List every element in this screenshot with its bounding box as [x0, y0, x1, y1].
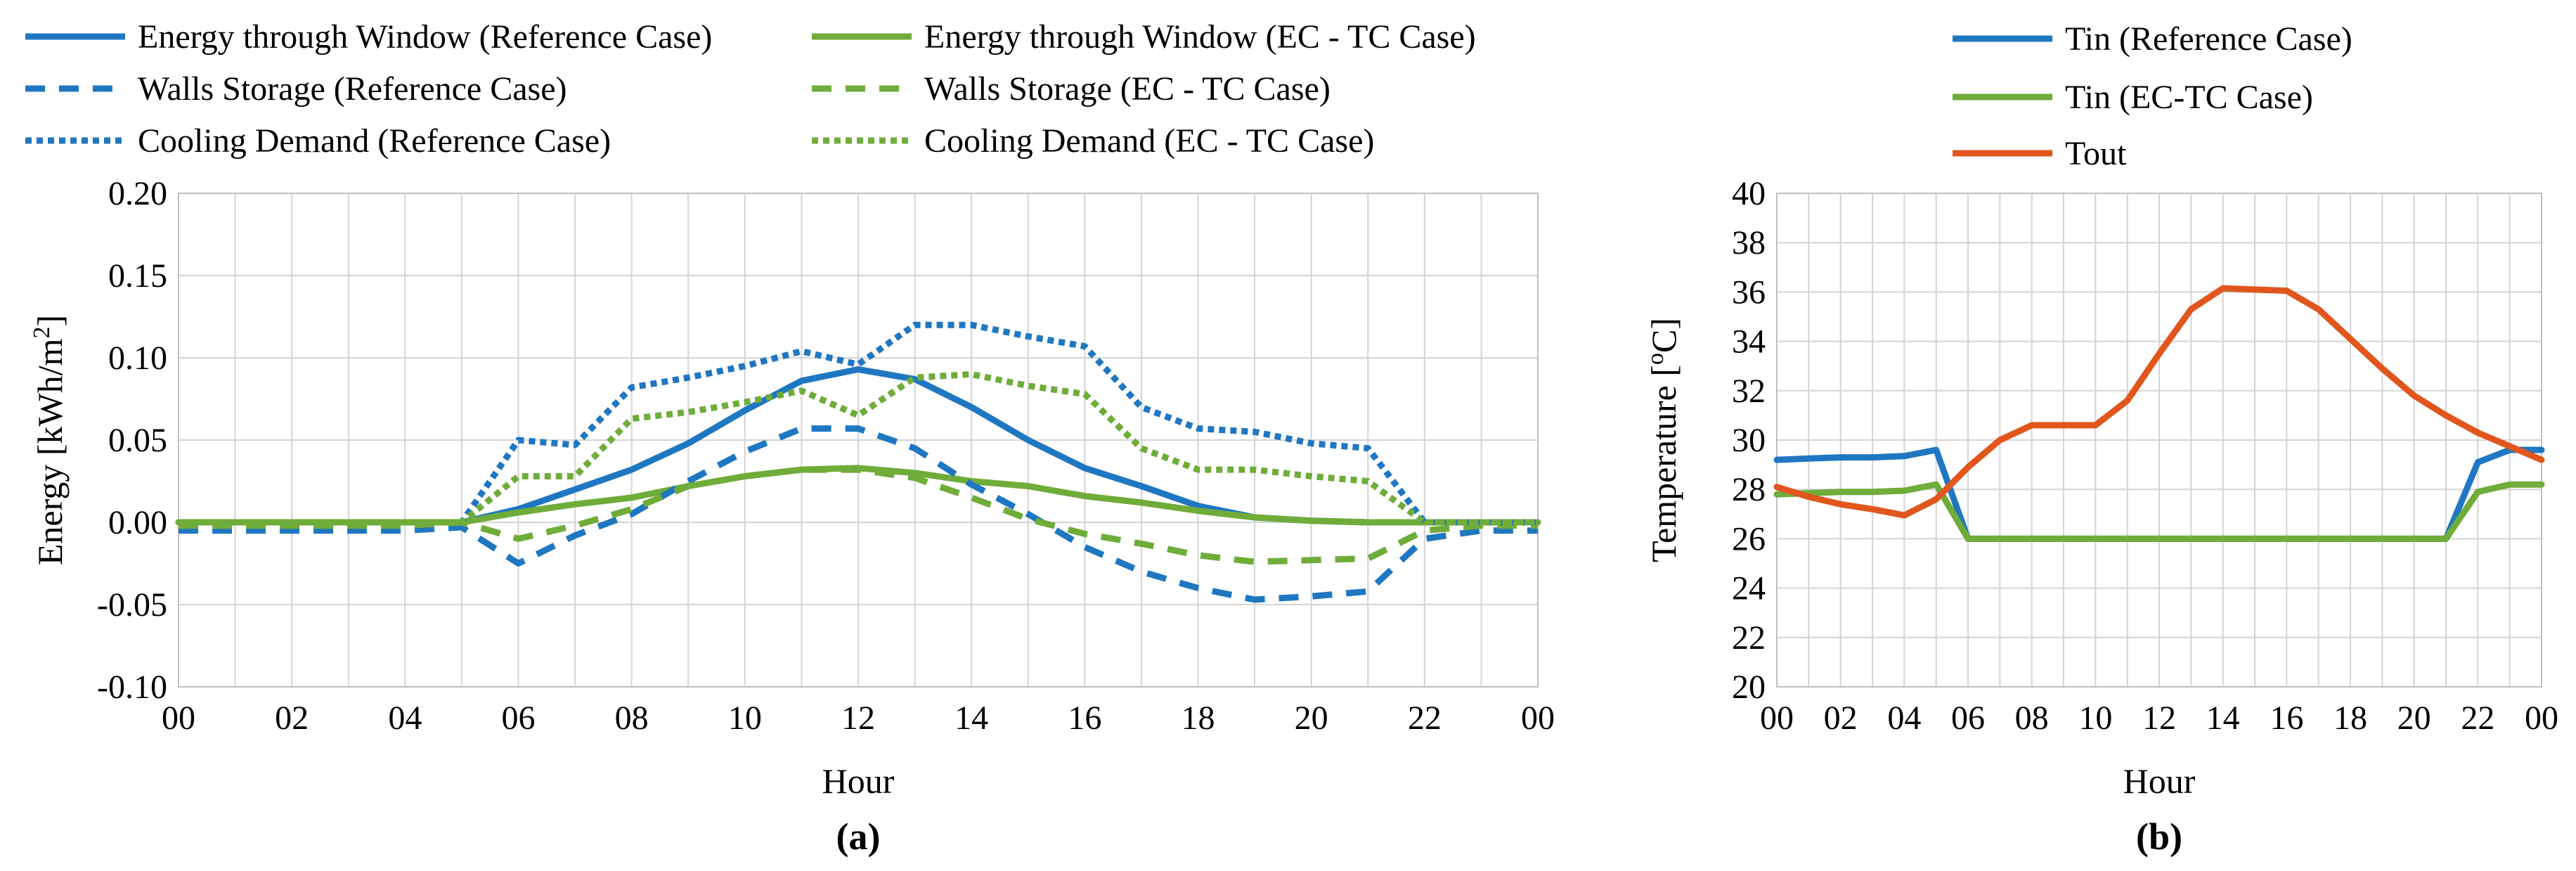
b-y-tick-label: 20	[1732, 669, 1766, 706]
b-y-tick-label: 24	[1732, 570, 1766, 607]
panel-a-x-axis-title: Hour	[822, 761, 895, 801]
a-series-line-2	[179, 425, 1538, 603]
b-x-tick-label: 16	[2270, 699, 2303, 737]
b-x-tick-label: 00	[1760, 699, 1794, 737]
b-x-tick-label: 22	[2461, 699, 2494, 737]
panel-b-x-tick-labels: 00 02 04 06 08 10 12 14 16 18 20 22 00	[1760, 699, 2558, 737]
a-x-tick-label: 14	[954, 699, 988, 737]
b-legend-label-2: Tout	[2065, 135, 2127, 172]
a-x-tick-label: 18	[1182, 699, 1215, 737]
panel-b-series	[1773, 285, 2545, 542]
b-x-tick-label: 12	[2142, 699, 2176, 737]
b-y-tick-label: 30	[1732, 422, 1766, 459]
a-y-tick-label: -0.05	[97, 586, 167, 624]
b-legend-label-0: Tin (Reference Case)	[2065, 20, 2352, 58]
b-series-line-1	[1773, 481, 2545, 542]
b-x-tick-label: 10	[2078, 699, 2112, 737]
panel-b-temperature-chart: 20 22 24 26 28 30 32 34 36 38 40 00 02 04 06 08 10 12 14 1…	[1643, 20, 2559, 858]
a-y-tick-label: 0.10	[108, 340, 167, 377]
b-x-tick-label: 00	[2525, 699, 2558, 737]
b-x-tick-label: 18	[2334, 699, 2367, 737]
a-y-tick-label: 0.20	[108, 175, 167, 212]
a-legend-label-1: Energy through Window (EC - TC Case)	[924, 18, 1476, 56]
a-x-tick-label: 00	[162, 699, 195, 737]
a-legend-label-5: Cooling Demand (EC - TC Case)	[924, 122, 1374, 160]
a-y-tick-label: -0.10	[97, 669, 167, 706]
panel-b-x-axis-title: Hour	[2123, 761, 2196, 801]
a-x-tick-label: 16	[1068, 699, 1101, 737]
panel-a-label: (a)	[836, 815, 881, 858]
a-y-tick-label: 0.05	[108, 422, 167, 459]
panel-b-y-axis-title: Temperature [oC]	[1643, 318, 1684, 562]
panel-a-y-axis-title: Energy [kWh/m2]	[29, 315, 70, 565]
b-y-tick-label: 36	[1732, 273, 1766, 311]
a-legend-label-4: Cooling Demand (Reference Case)	[138, 122, 611, 160]
a-series-line-5	[179, 370, 1538, 526]
panel-b-plot-frame	[1776, 193, 2542, 688]
a-x-tick-label: 22	[1408, 699, 1442, 737]
a-x-tick-label: 10	[728, 699, 762, 737]
b-y-tick-label: 22	[1732, 619, 1766, 657]
b-x-tick-label: 06	[1951, 699, 1985, 737]
b-x-tick-label: 02	[1824, 699, 1858, 737]
b-y-tick-label: 34	[1732, 323, 1766, 361]
a-x-tick-label: 00	[1521, 699, 1555, 737]
b-x-tick-label: 08	[2015, 699, 2049, 737]
a-legend-label-0: Energy through Window (Reference Case)	[138, 18, 712, 56]
a-x-tick-label: 08	[615, 699, 649, 737]
b-y-tick-label: 38	[1732, 224, 1766, 262]
panel-a-legend: Energy through Window (Reference Case) En…	[25, 18, 1476, 160]
b-x-tick-label: 14	[2206, 699, 2240, 737]
a-x-tick-label: 20	[1295, 699, 1328, 737]
b-y-tick-label: 32	[1732, 373, 1766, 410]
panel-a-y-tick-labels: -0.10 -0.05 0.00 0.05 0.10 0.15 0.20	[97, 175, 167, 706]
a-series-line-3	[179, 466, 1538, 565]
panel-a-energy-chart: -0.10-0.050.000.050.100.150.20 00 02 04 06 0…	[25, 18, 1555, 858]
a-legend-label-3: Walls Storage (EC - TC Case)	[924, 70, 1331, 108]
b-x-tick-label: 20	[2397, 699, 2431, 737]
b-x-tick-label: 04	[1887, 699, 1921, 737]
a-x-tick-label: 04	[388, 699, 422, 737]
a-x-tick-label: 12	[841, 699, 875, 737]
panel-a-series	[175, 321, 1541, 603]
b-y-tick-label: 28	[1732, 471, 1766, 508]
panel-b-y-tick-labels: 20 22 24 26 28 30 32 34 36 38 40	[1732, 175, 1766, 706]
panel-a-x-tick-labels: 00 02 04 06 08 10 12 14 16 18 20 22 00	[162, 699, 1555, 737]
a-y-tick-label: 0.15	[108, 257, 167, 295]
b-series-line-2	[1773, 285, 2545, 519]
a-x-tick-label: 06	[502, 699, 536, 737]
b-legend-label-1: Tin (EC-TC Case)	[2065, 79, 2313, 116]
a-legend-label-2: Walls Storage (Reference Case)	[138, 70, 567, 108]
panel-b-label: (b)	[2136, 815, 2182, 858]
a-y-tick-label: 0.00	[108, 504, 167, 541]
panel-a-grid	[178, 193, 1539, 688]
b-y-tick-label: 40	[1732, 175, 1766, 212]
panel-a-plot-frame	[178, 193, 1539, 688]
b-y-tick-label: 26	[1732, 520, 1766, 557]
panel-b-grid	[1776, 193, 2542, 688]
a-x-tick-label: 02	[275, 699, 309, 737]
panel-b-legend: Tin (Reference Case) Tin (EC-TC Case) Tout	[1953, 20, 2352, 172]
